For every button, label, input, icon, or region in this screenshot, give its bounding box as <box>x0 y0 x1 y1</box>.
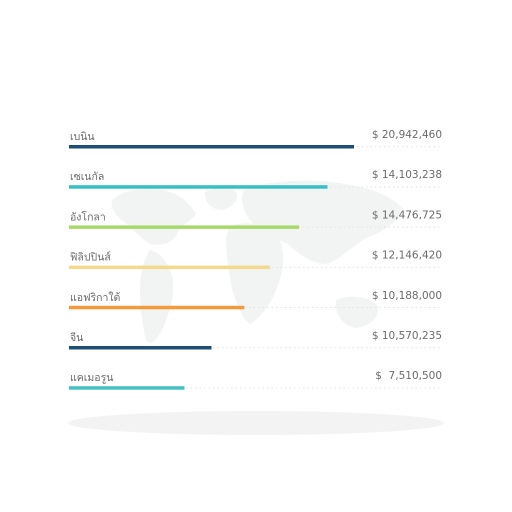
bar <box>69 266 270 270</box>
value-label: $ 10,570,235 <box>372 330 442 342</box>
bar <box>69 145 354 149</box>
category-label: อังโกลา <box>70 210 106 223</box>
category-label: แคเมอรูน <box>70 372 113 384</box>
category-label: แอฟริกาใต้ <box>70 291 121 304</box>
category-label: เซเนกัล <box>70 171 104 183</box>
base-shadow <box>68 411 444 435</box>
category-label: ฟิลิปปินส์ <box>70 251 111 264</box>
bar <box>69 225 299 229</box>
value-label: $ 7,510,500 <box>375 370 442 382</box>
value-label: $ 14,476,725 <box>372 209 442 221</box>
bar <box>69 386 184 390</box>
value-label: $ 10,188,000 <box>372 290 442 302</box>
category-label: จีน <box>70 331 83 344</box>
bar <box>69 306 244 310</box>
value-label: $ 14,103,238 <box>372 169 442 181</box>
world-map-background <box>112 181 402 343</box>
value-label: $ 12,146,420 <box>372 250 442 262</box>
bar <box>69 346 212 350</box>
category-label: เบนิน <box>70 131 95 143</box>
bar <box>69 185 327 189</box>
value-label: $ 20,942,460 <box>372 129 442 141</box>
